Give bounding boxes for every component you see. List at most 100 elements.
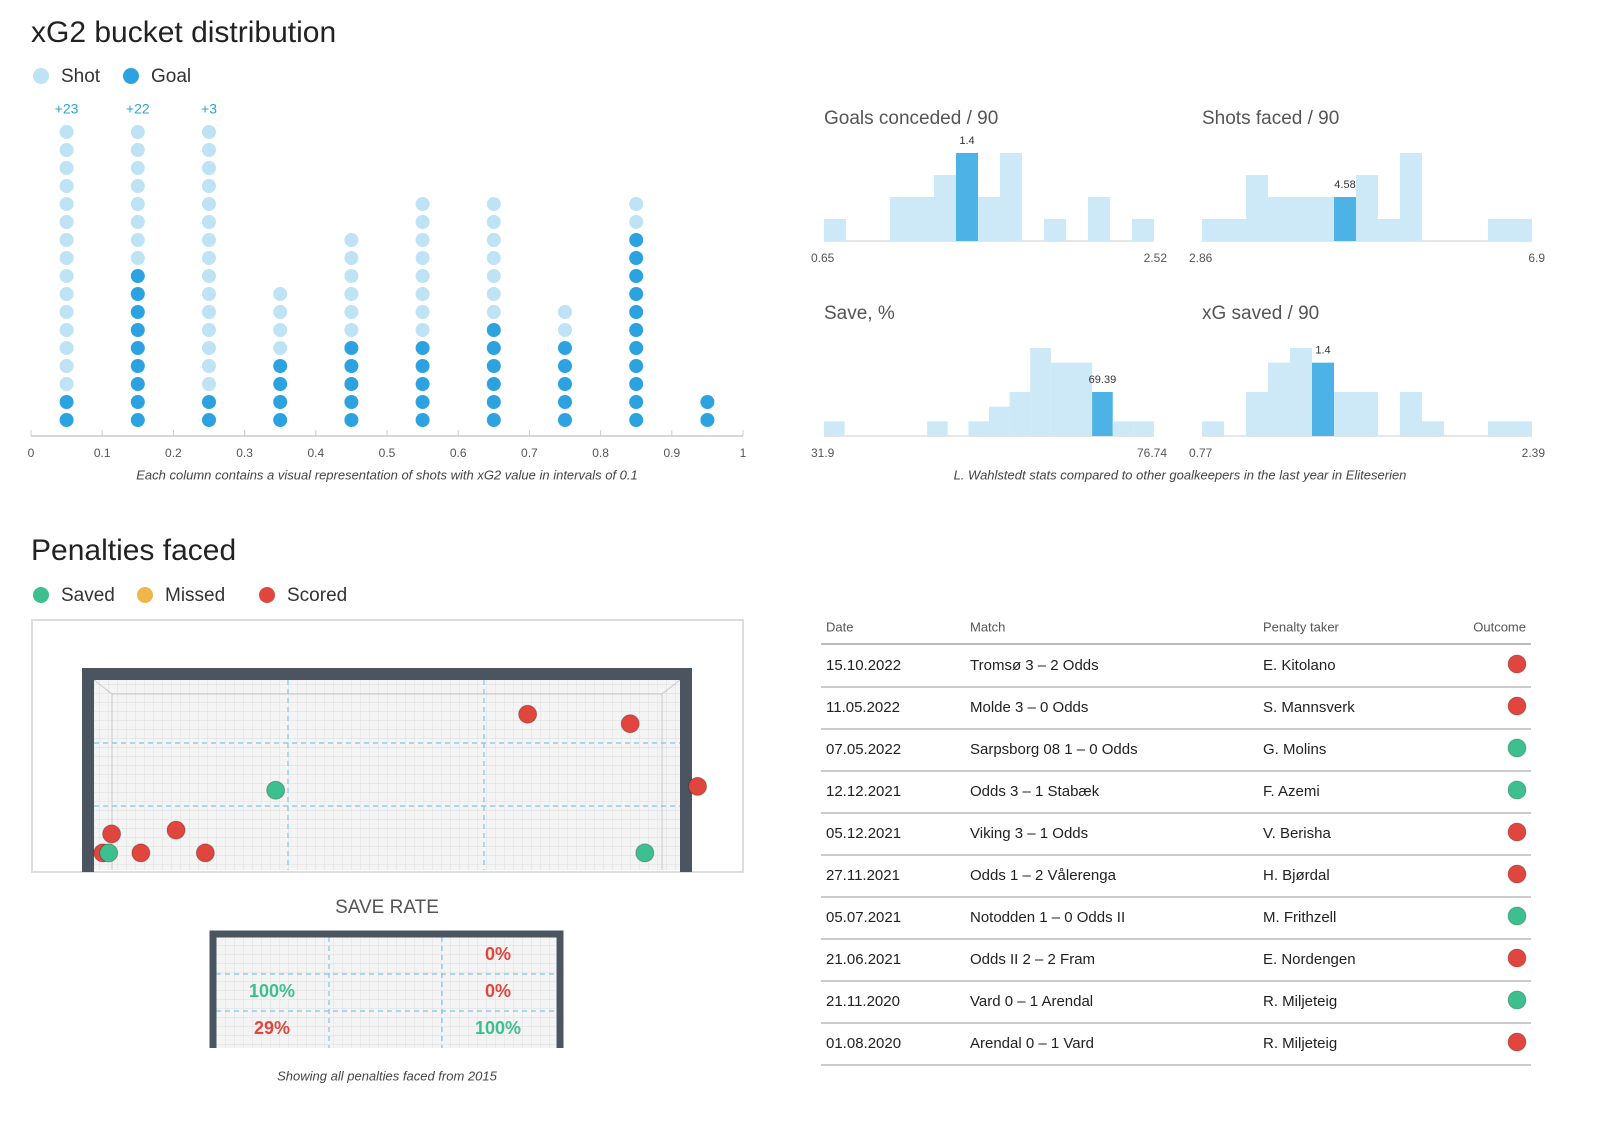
penalty-point [102, 824, 122, 844]
cell-date: 12.12.2021 [826, 783, 901, 800]
cell-taker: H. Bjørdal [1263, 867, 1330, 884]
cell-taker: M. Frithzell [1263, 909, 1336, 926]
hist-bar [1378, 219, 1400, 241]
legend-marker [123, 68, 139, 84]
goal-dot [629, 287, 644, 301]
hist-bar [1246, 175, 1268, 241]
x-tick-label: 0.8 [592, 446, 609, 460]
hist-min-label: 0.77 [1189, 446, 1213, 460]
goal-dot [415, 377, 430, 391]
shot-dot [486, 197, 501, 211]
shot-dot [344, 233, 359, 247]
hist-bar [1290, 197, 1312, 241]
shot-dot [59, 197, 74, 211]
cell-date: 27.11.2021 [826, 867, 900, 884]
shot-dot [59, 251, 74, 265]
cell-taker: R. Miljeteig [1263, 993, 1337, 1010]
hist-bar [1312, 197, 1334, 241]
outcome-dot [1507, 696, 1527, 716]
shot-dot [59, 287, 74, 301]
shot-dot [202, 251, 216, 265]
shot-dot [273, 323, 288, 337]
hist-max-label: 6.9 [1528, 251, 1545, 265]
goal-dot [130, 305, 145, 319]
cell-taker: F. Azemi [1263, 783, 1320, 800]
shot-dot [59, 305, 74, 319]
penalty-point [266, 780, 286, 800]
shot-dot [486, 215, 501, 229]
outcome-dot [1507, 654, 1527, 674]
goal-dot [486, 413, 501, 427]
outcome-dot [1507, 990, 1527, 1010]
goal-dot [202, 413, 216, 427]
shot-dot [59, 125, 74, 139]
hist-max-label: 2.52 [1144, 251, 1168, 265]
hist-bar [1050, 362, 1072, 436]
hist-bar [1488, 421, 1510, 436]
shot-dot [415, 305, 430, 319]
shot-dot [59, 359, 74, 373]
hist-title: Save, % [824, 303, 895, 324]
save-rate-zone: 0% [485, 944, 511, 964]
x-tick-label: 1 [740, 446, 747, 460]
cell-match: Notodden 1 – 0 Odds II [970, 909, 1125, 926]
goal-dot [629, 233, 644, 247]
legend-marker [33, 68, 49, 84]
shot-dot [130, 215, 145, 229]
goal-dot [273, 395, 288, 409]
mini-frame [209, 930, 564, 1048]
hist-highlight-label: 69.39 [1089, 374, 1117, 386]
cell-taker: R. Miljeteig [1263, 1035, 1337, 1052]
penalty-point [195, 843, 215, 863]
shot-dot [202, 143, 216, 157]
x-tick-label: 0.2 [165, 446, 182, 460]
penalty-point [688, 776, 708, 796]
goal-dot [629, 251, 644, 265]
table-header: Penalty taker [1263, 619, 1340, 634]
goal-dot [700, 395, 715, 409]
shot-dot [629, 197, 644, 211]
hist-bar [1510, 219, 1532, 241]
x-tick-label: 0.5 [379, 446, 396, 460]
hist-bar [1202, 219, 1224, 241]
outcome-dot [1507, 864, 1527, 884]
goal-dot [558, 359, 572, 373]
shot-dot [415, 287, 430, 301]
hist-max-label: 76.74 [1137, 446, 1167, 460]
shot-dot [415, 233, 430, 247]
histogram-caption: L. Wahlstedt stats compared to other goa… [954, 467, 1407, 482]
table-header: Outcome [1473, 619, 1526, 634]
shot-dot [59, 269, 74, 283]
cell-match: Tromsø 3 – 2 Odds [970, 657, 1099, 674]
overflow-label: +22 [126, 101, 150, 117]
goal-dot [130, 287, 145, 301]
shot-dot [344, 305, 359, 319]
hist-bar [989, 406, 1010, 436]
penalty-point [518, 704, 538, 724]
shot-dot [202, 287, 216, 301]
goal-dot [130, 377, 145, 391]
hist-bar [1334, 392, 1356, 436]
outcome-dot [1507, 948, 1527, 968]
cell-taker: E. Kitolano [1263, 657, 1336, 674]
shot-dot [415, 197, 430, 211]
shot-dot [558, 305, 572, 319]
legend-label: Scored [287, 585, 347, 606]
hist-bar [824, 421, 845, 436]
hist-bar [934, 175, 956, 241]
hist-bar [1088, 197, 1110, 241]
x-tick-label: 0 [28, 446, 35, 460]
goal-dot [558, 413, 572, 427]
goal-dot [130, 395, 145, 409]
hist-bar [1202, 421, 1224, 436]
goal-dot [344, 413, 359, 427]
legend-marker [33, 587, 49, 603]
shot-dot [344, 251, 359, 265]
legend-marker [137, 587, 153, 603]
mini-zones [216, 937, 556, 1048]
goal-dot [486, 395, 501, 409]
hist-bar [1268, 362, 1290, 436]
goal-dot [629, 305, 644, 319]
shot-dot [202, 377, 216, 391]
